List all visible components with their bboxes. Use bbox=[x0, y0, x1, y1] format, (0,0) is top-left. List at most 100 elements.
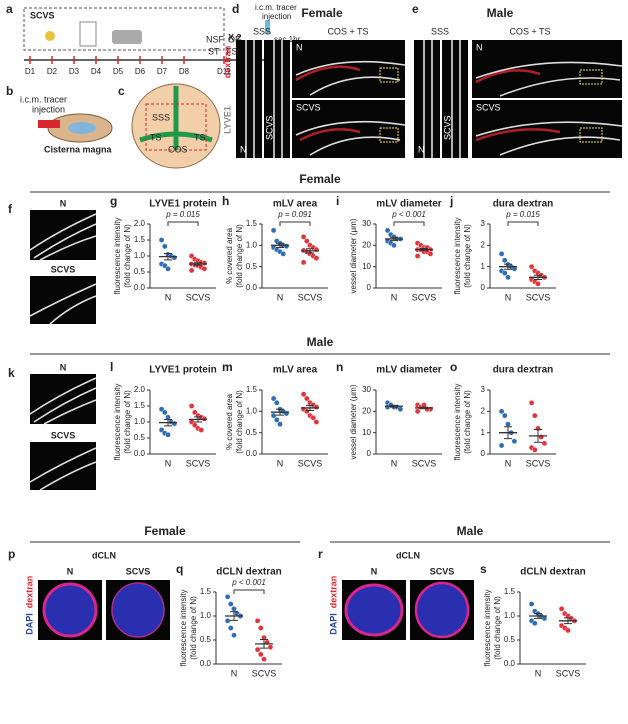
error-bar bbox=[504, 426, 512, 440]
significance-bracket bbox=[393, 221, 425, 226]
image bbox=[472, 40, 622, 98]
panel-letter: f bbox=[8, 202, 13, 216]
y-tick-label: 0.0 bbox=[246, 283, 258, 292]
image bbox=[30, 374, 96, 424]
x-tick-label: SCVS bbox=[526, 292, 551, 302]
y-tick-label: 1.5 bbox=[246, 219, 258, 228]
error-bar bbox=[306, 248, 314, 254]
y-tick-label: 20 bbox=[362, 406, 371, 415]
injection-label: injection bbox=[262, 12, 291, 21]
data-point bbox=[161, 243, 168, 250]
y-tick-label: 0.5 bbox=[200, 635, 212, 644]
panel-letter: d bbox=[232, 2, 239, 16]
x-tick-label: N bbox=[277, 292, 284, 302]
x-tick-label: N bbox=[165, 458, 172, 468]
data-point bbox=[558, 606, 565, 612]
y-axis-label: (fold change of N) bbox=[189, 596, 198, 660]
data-point bbox=[273, 417, 280, 423]
p-value: p = 0.015 bbox=[165, 210, 200, 219]
error-bar bbox=[420, 406, 428, 410]
data-point bbox=[171, 254, 178, 261]
y-axis-label: vessel diameter (μm) bbox=[349, 384, 358, 459]
data-point bbox=[257, 651, 264, 658]
section-title: Male bbox=[457, 524, 484, 538]
y-tick-label: 0.5 bbox=[134, 433, 146, 442]
data-point bbox=[501, 257, 508, 264]
zoom-box bbox=[379, 67, 399, 83]
data-point bbox=[227, 601, 234, 607]
data-point bbox=[231, 606, 237, 612]
stain-label: LYVE1 bbox=[222, 106, 232, 134]
dextran-signal bbox=[295, 65, 361, 142]
sinus-label: COS bbox=[168, 144, 188, 154]
group-label: N bbox=[60, 198, 67, 208]
y-tick-label: 0 bbox=[367, 283, 372, 292]
group-label: SCVS bbox=[476, 102, 501, 112]
section-title: Female bbox=[144, 524, 186, 538]
data-point bbox=[528, 263, 535, 270]
group-label: N bbox=[296, 42, 303, 52]
sinus-label: SSS bbox=[152, 112, 170, 122]
y-tick-label: 1.5 bbox=[200, 587, 212, 596]
region-label: COS + TS bbox=[509, 26, 550, 36]
significance-bracket bbox=[507, 221, 539, 226]
data-point bbox=[421, 402, 427, 408]
data-point bbox=[498, 251, 505, 257]
zoom-box bbox=[579, 127, 603, 143]
tissue-label: dCLN bbox=[396, 550, 420, 560]
day-label: D7 bbox=[157, 67, 168, 76]
y-axis-label: fluorescence intensity bbox=[179, 590, 188, 667]
cage-icon bbox=[79, 21, 97, 47]
y-tick-label: 1 bbox=[481, 262, 486, 271]
stain-label: dextran bbox=[328, 576, 338, 609]
y-tick-label: 0 bbox=[367, 449, 372, 458]
error-bar bbox=[534, 613, 542, 619]
panel-letter: c bbox=[118, 84, 125, 98]
data-point bbox=[277, 421, 283, 427]
stain-label: dextran bbox=[222, 46, 232, 79]
x-tick-label: SCVS bbox=[526, 458, 551, 468]
chart-title: dura dextran bbox=[493, 199, 554, 210]
data-point bbox=[300, 259, 307, 266]
error-bar bbox=[420, 248, 428, 252]
chart-title: dCLN dextran bbox=[520, 567, 586, 578]
significance-bracket bbox=[233, 589, 265, 594]
y-tick-label: 0.0 bbox=[200, 659, 212, 668]
x-tick-label: SCVS bbox=[412, 458, 437, 468]
data-point bbox=[505, 274, 511, 281]
panel-letter: m bbox=[222, 360, 233, 374]
y-axis-label: fluorescence intensity bbox=[113, 384, 122, 461]
day-label: D8 bbox=[179, 67, 190, 76]
data-point bbox=[188, 403, 195, 409]
group-label: N bbox=[60, 362, 67, 372]
y-tick-label: 30 bbox=[362, 385, 371, 394]
syringe-icon bbox=[265, 20, 270, 34]
error-bar bbox=[390, 236, 398, 242]
data-point bbox=[201, 265, 208, 272]
y-tick-label: 2 bbox=[481, 240, 486, 249]
y-tick-label: 0.5 bbox=[246, 262, 258, 271]
y-tick-label: 1 bbox=[481, 428, 486, 437]
x-tick-label: SCVS bbox=[298, 292, 323, 302]
sex-label: Male bbox=[487, 6, 514, 20]
data-point bbox=[224, 594, 231, 600]
image bbox=[236, 40, 262, 158]
x-tick-label: N bbox=[505, 292, 512, 302]
data-point bbox=[198, 427, 204, 433]
y-tick-label: 20 bbox=[362, 240, 371, 249]
y-tick-label: 1.0 bbox=[134, 251, 146, 260]
y-tick-label: 1.0 bbox=[134, 417, 146, 426]
syringe bbox=[38, 120, 60, 128]
data-point bbox=[532, 412, 538, 419]
lymph-node bbox=[414, 581, 470, 639]
data-point bbox=[188, 267, 195, 274]
data-point bbox=[158, 237, 165, 243]
day-label: D2 bbox=[47, 67, 58, 76]
data-point bbox=[535, 280, 541, 287]
data-point bbox=[161, 409, 168, 416]
chart-title: mLV area bbox=[273, 365, 318, 376]
chart-title: mLV area bbox=[273, 199, 318, 210]
data-point bbox=[313, 255, 320, 261]
site-label: Cisterna magna bbox=[44, 144, 113, 154]
injection-label: injection bbox=[32, 104, 65, 114]
